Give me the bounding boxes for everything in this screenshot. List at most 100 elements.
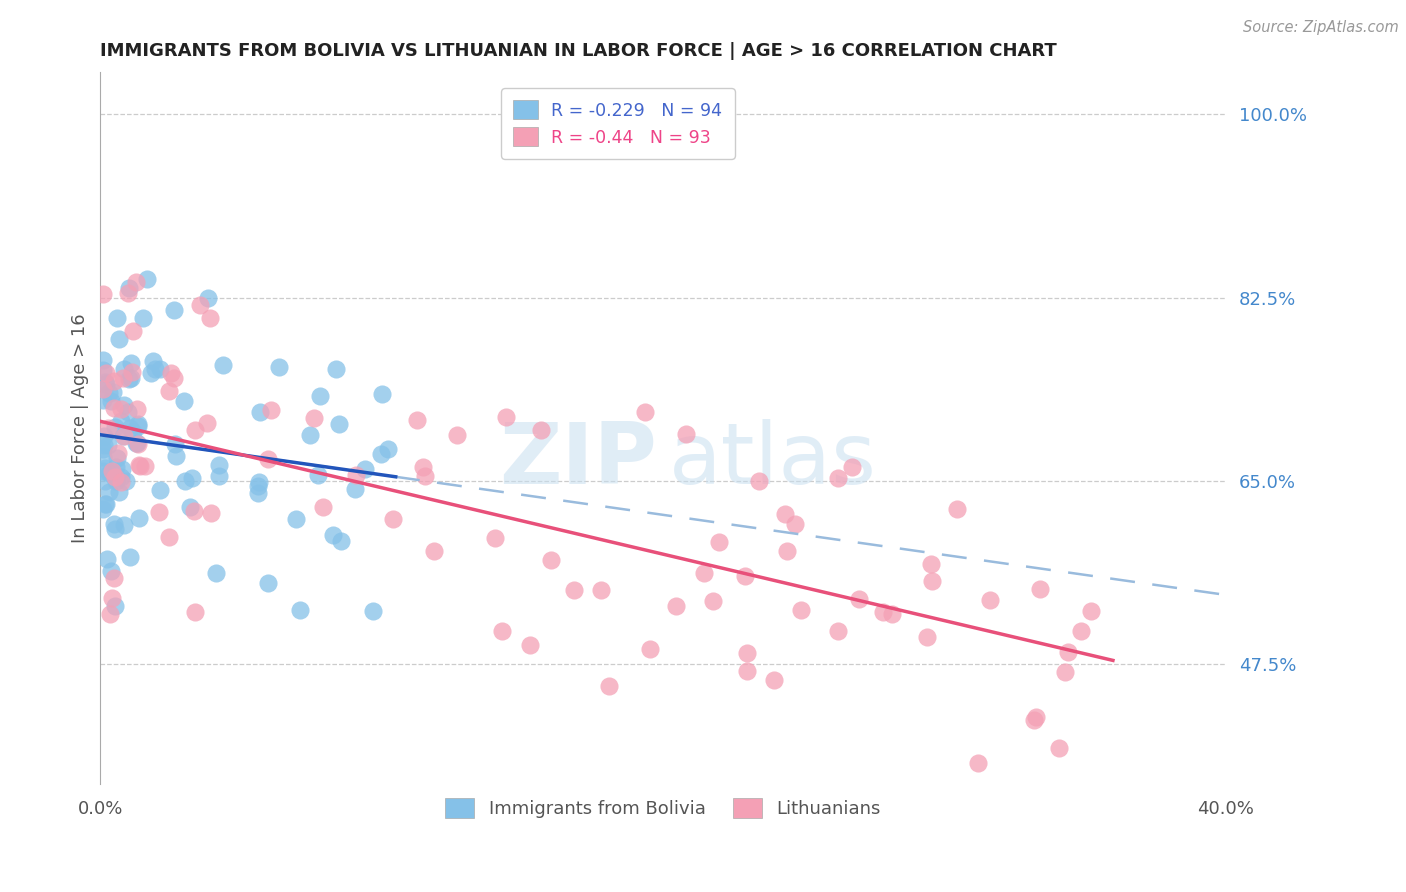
Point — [173, 394, 195, 409]
Point — [104, 474, 127, 488]
Point — [139, 366, 162, 380]
Point — [848, 592, 870, 607]
Point — [208, 458, 231, 472]
Point — [162, 302, 184, 317]
Point — [129, 458, 152, 473]
Point — [246, 479, 269, 493]
Point — [127, 417, 149, 431]
Point — [212, 358, 235, 372]
Point — [112, 362, 135, 376]
Point — [96, 366, 118, 380]
Point — [204, 566, 226, 581]
Point — [110, 470, 132, 484]
Point — [93, 450, 115, 464]
Point — [91, 442, 114, 456]
Legend: Immigrants from Bolivia, Lithuanians: Immigrants from Bolivia, Lithuanians — [439, 791, 887, 825]
Point — [112, 398, 135, 412]
Point — [328, 417, 350, 431]
Point — [540, 552, 562, 566]
Point — [157, 530, 180, 544]
Point — [114, 474, 136, 488]
Point — [915, 630, 938, 644]
Point — [94, 460, 117, 475]
Point — [103, 401, 125, 416]
Point — [709, 534, 731, 549]
Point — [882, 607, 904, 621]
Point — [783, 516, 806, 531]
Point — [519, 638, 541, 652]
Point — [423, 543, 446, 558]
Point — [405, 413, 427, 427]
Point — [160, 366, 183, 380]
Point — [110, 475, 132, 489]
Point — [91, 353, 114, 368]
Point — [1022, 713, 1045, 727]
Point — [665, 599, 688, 613]
Point — [247, 485, 270, 500]
Point — [330, 533, 353, 548]
Point — [872, 606, 894, 620]
Point — [308, 389, 330, 403]
Point — [748, 474, 770, 488]
Point — [302, 411, 325, 425]
Point — [93, 428, 115, 442]
Point — [173, 474, 195, 488]
Point — [775, 508, 797, 522]
Point — [125, 275, 148, 289]
Point — [1028, 582, 1050, 596]
Point — [103, 420, 125, 434]
Point — [354, 462, 377, 476]
Point — [142, 354, 165, 368]
Point — [284, 512, 307, 526]
Point — [108, 484, 131, 499]
Point — [381, 511, 404, 525]
Point — [789, 603, 811, 617]
Point — [122, 425, 145, 439]
Point — [197, 291, 219, 305]
Point — [104, 469, 127, 483]
Point — [127, 419, 149, 434]
Point — [361, 604, 384, 618]
Point — [127, 437, 149, 451]
Point — [128, 458, 150, 472]
Point — [247, 475, 270, 489]
Point — [122, 324, 145, 338]
Point — [117, 286, 139, 301]
Point — [249, 405, 271, 419]
Point — [495, 410, 517, 425]
Point — [180, 471, 202, 485]
Point — [157, 384, 180, 398]
Point — [675, 426, 697, 441]
Point — [260, 403, 283, 417]
Point — [112, 518, 135, 533]
Text: ZIP: ZIP — [499, 419, 657, 502]
Point — [1025, 710, 1047, 724]
Point — [827, 624, 849, 638]
Point — [91, 363, 114, 377]
Point — [110, 462, 132, 476]
Point — [91, 392, 114, 407]
Point — [112, 370, 135, 384]
Point — [257, 575, 280, 590]
Point — [776, 544, 799, 558]
Point — [370, 447, 392, 461]
Point — [112, 428, 135, 442]
Point — [163, 370, 186, 384]
Point — [735, 664, 758, 678]
Point — [165, 450, 187, 464]
Point — [827, 471, 849, 485]
Point — [307, 468, 329, 483]
Point — [412, 459, 434, 474]
Point — [165, 437, 187, 451]
Point — [101, 465, 124, 479]
Point — [198, 310, 221, 325]
Point — [371, 386, 394, 401]
Point — [446, 428, 468, 442]
Point — [97, 386, 120, 401]
Point — [1070, 624, 1092, 638]
Point — [148, 505, 170, 519]
Point — [702, 594, 724, 608]
Point — [200, 506, 222, 520]
Point — [128, 511, 150, 525]
Point — [110, 401, 132, 416]
